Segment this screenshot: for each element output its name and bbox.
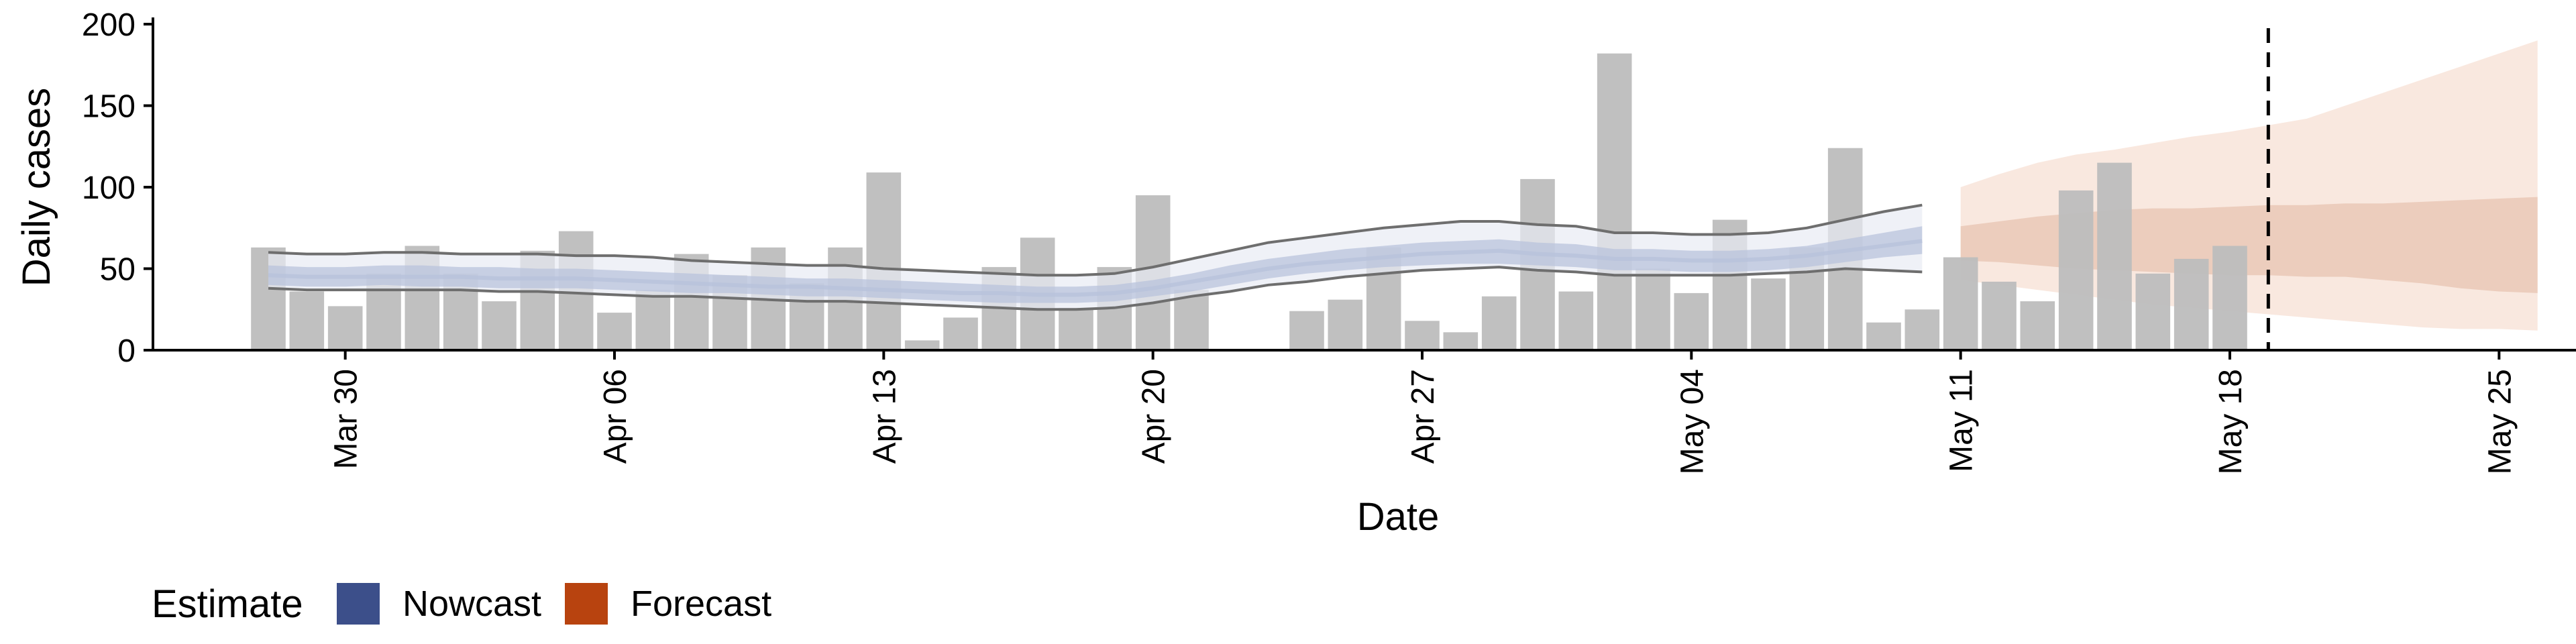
bar bbox=[1904, 309, 1940, 351]
legend-label-nowcast: Nowcast bbox=[402, 584, 541, 624]
forecast-bands bbox=[1960, 40, 2538, 331]
x-tick-label: Apr 06 bbox=[598, 369, 633, 464]
x-tick-label: May 25 bbox=[2482, 369, 2518, 474]
bar bbox=[635, 290, 671, 350]
bar bbox=[1328, 299, 1363, 350]
bar bbox=[904, 340, 940, 350]
bar bbox=[2020, 301, 2055, 350]
bar bbox=[2097, 162, 2132, 350]
bars bbox=[251, 53, 2247, 351]
axes bbox=[152, 17, 2576, 352]
y-tick-label: 0 bbox=[117, 333, 136, 369]
bar bbox=[1174, 290, 1209, 350]
bar bbox=[1982, 281, 2017, 350]
bar bbox=[943, 317, 978, 350]
nowcast-bands bbox=[268, 203, 1923, 311]
bar bbox=[1481, 296, 1517, 350]
legend: Estimate Nowcast Forecast bbox=[152, 582, 771, 626]
bar bbox=[1943, 257, 1978, 350]
bar bbox=[1674, 292, 1709, 350]
x-tick-label: Apr 20 bbox=[1136, 369, 1172, 464]
bar bbox=[597, 313, 632, 350]
bar bbox=[1289, 311, 1324, 350]
x-tick-label: May 11 bbox=[1944, 369, 1980, 472]
bar bbox=[1558, 291, 1594, 350]
x-tick-label: Apr 27 bbox=[1405, 369, 1441, 464]
x-axis-title: Date bbox=[1357, 495, 1440, 539]
legend-key-forecast bbox=[565, 583, 608, 625]
x-tick-label: Mar 30 bbox=[329, 369, 364, 469]
y-ticks: 0 50 100 150 200 bbox=[82, 7, 153, 369]
bar bbox=[289, 291, 325, 350]
bar bbox=[1866, 322, 1901, 350]
nowcast-upper-line bbox=[268, 203, 1923, 277]
bar bbox=[1597, 53, 1632, 350]
y-tick-label: 50 bbox=[100, 252, 136, 288]
bar bbox=[2058, 190, 2094, 350]
bar bbox=[2212, 246, 2247, 350]
legend-title: Estimate bbox=[152, 582, 303, 626]
legend-label-forecast: Forecast bbox=[631, 584, 771, 624]
y-axis-title: Daily cases bbox=[15, 88, 58, 287]
bar bbox=[2174, 258, 2209, 350]
bar bbox=[1405, 321, 1440, 350]
bar bbox=[482, 301, 517, 350]
bar bbox=[1443, 332, 1479, 350]
y-tick-label: 100 bbox=[82, 170, 136, 206]
nowcast-lower-line bbox=[268, 266, 1923, 311]
x-tick-label: Apr 13 bbox=[867, 369, 902, 464]
nowcast-median bbox=[268, 239, 1923, 297]
x-tick-label: May 04 bbox=[1674, 369, 1710, 474]
bar bbox=[866, 172, 902, 350]
y-tick-label: 150 bbox=[82, 89, 136, 125]
bar bbox=[2135, 273, 2171, 350]
y-tick-label: 200 bbox=[82, 7, 136, 43]
bar bbox=[1751, 278, 1786, 350]
bar bbox=[1059, 307, 1093, 350]
x-tick-label: May 18 bbox=[2213, 369, 2249, 474]
x-ticks: Mar 30 Apr 06 Apr 13 Apr 20 Apr 27 May 04 May … bbox=[329, 350, 2518, 474]
bar bbox=[327, 306, 363, 350]
legend-key-nowcast bbox=[337, 583, 380, 625]
bar bbox=[1635, 268, 1670, 350]
forecast-band-90 bbox=[1960, 40, 2538, 331]
